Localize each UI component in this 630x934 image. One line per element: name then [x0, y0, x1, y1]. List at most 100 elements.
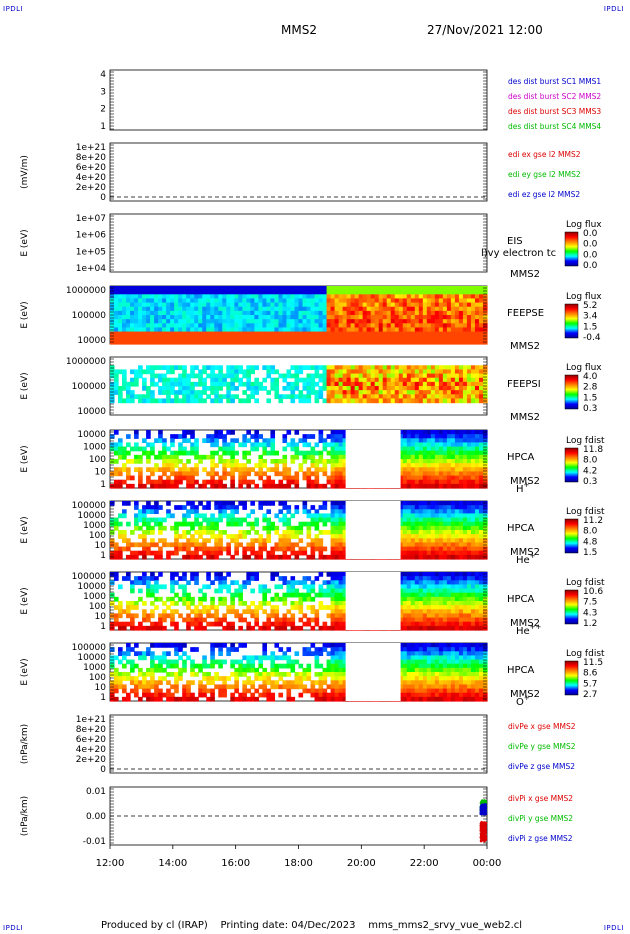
colorbar-title-feepsi: Log flux [566, 363, 602, 373]
panel-edi [109, 142, 488, 202]
y-tick-label-eis: 1e+04 [76, 264, 107, 274]
colorbar-title-hpca_hepp: Log fdist [566, 578, 605, 588]
colorbar-value-hpca_h: 4.2 [583, 466, 597, 476]
colorbar-hpca_h [564, 447, 579, 483]
data-gap-hpca_he [345, 501, 401, 559]
y-tick-label-edi: 6e+20 [76, 163, 107, 173]
minor-ticks-left [110, 71, 114, 130]
y-tick-label-hpca_h: 10 [95, 468, 107, 478]
colorbar-value-feepsi: 0.3 [583, 404, 597, 414]
minor-ticks-right [483, 358, 487, 414]
y-axis-label-eis: E (eV) [20, 229, 30, 256]
y-tick-label-feepsi: 10000 [77, 407, 106, 417]
spectrogram-feepsi [110, 365, 488, 404]
instrument-label-feepsi: FEEPSI [507, 379, 541, 390]
panel-frame-edi [109, 142, 488, 202]
panel-frame-divpe [109, 714, 488, 774]
colorbar-value-hpca_h: 0.3 [583, 477, 597, 487]
data-point [484, 800, 488, 803]
y-tick-label-edi: 1e+21 [76, 143, 106, 153]
y-tick-label-hpca_he: 1000 [83, 521, 106, 531]
y-axis-label-feepse: E (eV) [20, 301, 30, 328]
colorbar-title-hpca_h: Log fdist [566, 436, 605, 446]
species-label-hpca_h: H+ [516, 481, 530, 495]
species-label-hpca_he: He+ [516, 552, 536, 566]
y-tick-label-dist: 3 [100, 87, 106, 97]
y-axis-label-hpca_hepp: E (eV) [20, 587, 30, 614]
minor-ticks-right [483, 716, 487, 772]
colorbar-value-eis: 0.0 [583, 240, 598, 250]
minor-ticks-left [110, 287, 114, 343]
colorbar-value-hpca_hepp: 7.5 [583, 598, 597, 608]
colorbar-value-hpca_he: 4.8 [583, 537, 598, 547]
y-tick-label-hpca_o: 1000 [83, 663, 106, 673]
colorbar-title-feepse: Log flux [566, 292, 602, 302]
data-gap-hpca_hepp [345, 572, 401, 630]
y-tick-label-hpca_o: 10000 [77, 653, 106, 663]
y-tick-label-dist: 4 [100, 70, 106, 80]
y-tick-label-hpca_h: 1 [100, 480, 106, 490]
legend-entry-dist: des dist burst SC4 MMS4 [508, 122, 601, 131]
y-tick-label-edi: 8e+20 [76, 153, 107, 163]
y-tick-label-divpi: 0.01 [86, 787, 106, 797]
minor-ticks-left [110, 573, 114, 629]
y-tick-label-hpca_he: 100000 [72, 501, 107, 511]
spacecraft-label-hpca_he: MMS2 [510, 547, 540, 558]
panel-frame-eis [109, 213, 488, 273]
y-tick-label-hpca_he: 100 [89, 531, 106, 541]
y-axis-label-feepsi: E (eV) [20, 372, 30, 399]
data-point [480, 811, 484, 815]
corner-tag-bottom-right: IPDLI [603, 924, 624, 932]
data-point [480, 826, 484, 830]
minor-ticks-left [110, 215, 114, 271]
colorbar-value-feepsi: 1.5 [583, 393, 597, 403]
spacecraft-label-feepse: MMS2 [510, 341, 540, 352]
legend-entry-divpi: divPi x gse MMS2 [508, 794, 573, 803]
data-gap-hpca_o [345, 643, 401, 701]
data-point [483, 811, 486, 815]
colorbar-feepsi [564, 374, 579, 410]
spacecraft-label-eis: MMS2 [510, 269, 540, 280]
legend-entry-edi: edi ex gse l2 MMS2 [508, 150, 581, 159]
colorbar-value-hpca_o: 2.7 [583, 690, 597, 700]
y-tick-label-divpe: 2e+20 [76, 755, 107, 765]
minor-ticks-left [110, 788, 114, 844]
minor-ticks-left [110, 358, 114, 414]
y-tick-label-feepse: 100000 [72, 311, 107, 321]
panel-divpe [109, 714, 488, 774]
y-tick-label-dist: 1 [100, 122, 106, 132]
spacecraft-label-hpca_hepp: MMS2 [510, 618, 540, 629]
data-point [482, 822, 485, 825]
data-point [481, 835, 484, 838]
colorbar-value-feepse: 1.5 [583, 322, 597, 332]
colorbar-value-feepsi: 4.0 [583, 372, 598, 382]
minor-ticks-left [110, 144, 114, 200]
y-tick-label-hpca_he: 10 [95, 541, 107, 551]
minor-ticks-right [483, 215, 487, 271]
colorbar-value-hpca_hepp: 1.2 [583, 619, 597, 629]
colorbar-title-eis: Log flux [566, 220, 602, 230]
y-tick-label-divpi: -0.01 [83, 837, 106, 847]
minor-ticks-left [110, 716, 114, 772]
instrument-label-hpca_o: HPCA [507, 665, 535, 676]
colorbar-value-hpca_h: 8.0 [583, 456, 598, 466]
legend-entry-divpi: divPi y gse MMS2 [508, 814, 573, 823]
colorbar-feepse [564, 303, 579, 339]
panel-dist [109, 69, 488, 131]
y-tick-label-dist: 2 [100, 105, 106, 115]
species-label-hpca_hepp: He++ [516, 623, 542, 637]
y-tick-label-divpe: 0 [100, 765, 106, 775]
legend-entry-dist: des dist burst SC2 MMS2 [508, 92, 601, 101]
minor-ticks-right [483, 144, 487, 200]
colorbar-value-eis: 0.0 [583, 229, 598, 239]
data-point [483, 829, 486, 832]
colorbar-value-eis: 0.0 [583, 261, 598, 271]
minor-ticks-left [110, 644, 114, 700]
y-tick-label-hpca_h: 10000 [77, 430, 106, 440]
data-point [481, 804, 485, 807]
y-tick-label-divpi: 0.00 [86, 812, 106, 822]
spectrogram-hpca_h [110, 430, 488, 489]
spacecraft-title: MMS2 [281, 23, 317, 37]
y-tick-label-edi: 0 [100, 193, 106, 203]
y-tick-label-divpe: 8e+20 [76, 725, 107, 735]
